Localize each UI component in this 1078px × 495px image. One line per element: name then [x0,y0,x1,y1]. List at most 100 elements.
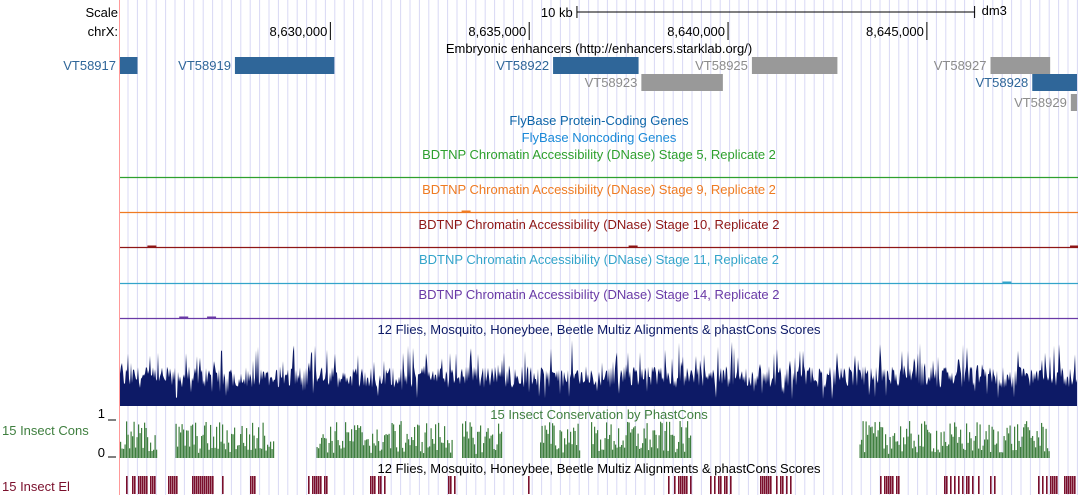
phastcons-track-title[interactable]: 15 Insect Conservation by PhastCons [490,407,708,422]
conserved-element [730,476,732,494]
phastcons-bar [967,442,969,458]
phastcons-bar [318,448,320,458]
enhancer-label: VT58928 [975,75,1029,90]
phastcons-bar [180,432,182,458]
phastcons-bar [471,426,473,458]
phastcons-bar [924,421,926,458]
conserved-element [958,476,960,494]
phastcons-bar [997,431,999,458]
phastcons-y-min: 0 [97,445,105,460]
phastcons-bar [639,448,641,458]
conserved-element [766,476,768,494]
phastcons-bar [994,444,996,458]
phastcons-bar [1035,447,1037,458]
enhancer-label: VT58923 [584,75,638,90]
phastcons-bar [216,426,218,458]
phastcons-bar [444,426,446,458]
phastcons-bar [378,441,380,458]
phastcons-bar [154,435,156,458]
phastcons-bar [343,447,345,458]
elements-track-title[interactable]: 12 Flies, Mosquito, Honeybee, Beetle Mul… [377,461,821,476]
phastcons-bar [433,443,435,458]
conserved-element [780,476,782,494]
flybase-noncoding-track-title[interactable]: FlyBase Noncoding Genes [521,130,677,145]
phastcons-bar [948,444,950,458]
conserved-element [690,476,692,494]
phastcons-bar [148,451,150,458]
dnase-peak [628,245,638,248]
conserved-element [374,476,376,494]
conserved-element [194,476,196,494]
phastcons-bar [909,421,911,458]
phastcons-bar [1009,425,1011,458]
phastcons-bar [903,437,905,458]
dnase-track-title: BDTNP Chromatin Accessibility (DNase) St… [418,217,780,232]
conserved-element [880,476,882,494]
conserved-element [314,476,316,494]
conserved-element [1066,476,1068,494]
phastcons-bar [874,422,876,458]
enhancer-label: VT58925 [695,58,748,73]
phastcons-bar [469,422,471,458]
conserved-element [146,476,148,494]
phastcons-bar [1020,446,1022,458]
phastcons-bar [202,434,204,458]
phastcons-bar [246,428,248,458]
phastcons-bar [472,437,474,458]
phastcons-bar [258,427,260,458]
phastcons-bar [400,421,402,458]
conserved-elements-plot [126,476,1076,494]
phastcons-side-label[interactable]: 15 Insect Cons [2,423,89,438]
phastcons-bar [990,451,992,458]
conserved-element [764,476,766,494]
phastcons-bar [577,423,579,458]
phastcons-bar [480,425,482,458]
phastcons-bar [375,445,377,458]
phastcons-bar [556,449,558,458]
phastcons-bar [441,442,443,458]
phastcons-bar [657,448,659,458]
phastcons-bar [175,423,177,458]
conserved-element [682,476,684,494]
phastcons-bar [868,425,870,458]
conserved-element [994,476,996,494]
phastcons-bar [334,431,336,458]
phastcons-bar [360,426,362,458]
conserved-element [668,476,670,494]
phastcons-bar [1030,437,1032,458]
phastcons-bar [673,435,675,458]
phastcons-bar [391,423,393,458]
phastcons-bar [213,436,215,458]
phastcons-bar [127,434,129,458]
phastcons-bar [223,443,225,458]
phastcons-bar [952,436,954,458]
multiz-track-title[interactable]: 12 Flies, Mosquito, Honeybee, Beetle Mul… [377,322,821,337]
phastcons-bar [352,441,354,458]
flybase-coding-track-title[interactable]: FlyBase Protein-Coding Genes [509,113,689,128]
phastcons-bar [898,444,900,458]
phastcons-bar [619,446,621,458]
dnase-track-title: BDTNP Chromatin Accessibility (DNase) St… [418,252,780,267]
phastcons-bar [970,438,972,458]
phastcons-bar [934,452,936,458]
conserved-element [678,476,680,494]
enhancers-track-title[interactable]: Embryonic enhancers (http://enhancers.st… [445,41,753,56]
phastcons-bar [927,429,929,458]
phastcons-bar [340,448,342,458]
phastcons-bar [966,423,968,458]
phastcons-bar [601,449,603,458]
phastcons-bar [1021,436,1023,458]
conserved-element [150,476,152,494]
chrom-label: chrX: [87,24,118,39]
elements-side-label[interactable]: 15 Insect El [2,479,70,494]
phastcons-bar [615,444,617,458]
conserved-element [1064,476,1066,494]
conserved-element [312,476,314,494]
conserved-element [790,476,792,494]
enhancer-feature [553,57,639,74]
phastcons-bar [325,438,327,458]
phastcons-bar [144,422,146,458]
phastcons-bar [124,444,126,458]
